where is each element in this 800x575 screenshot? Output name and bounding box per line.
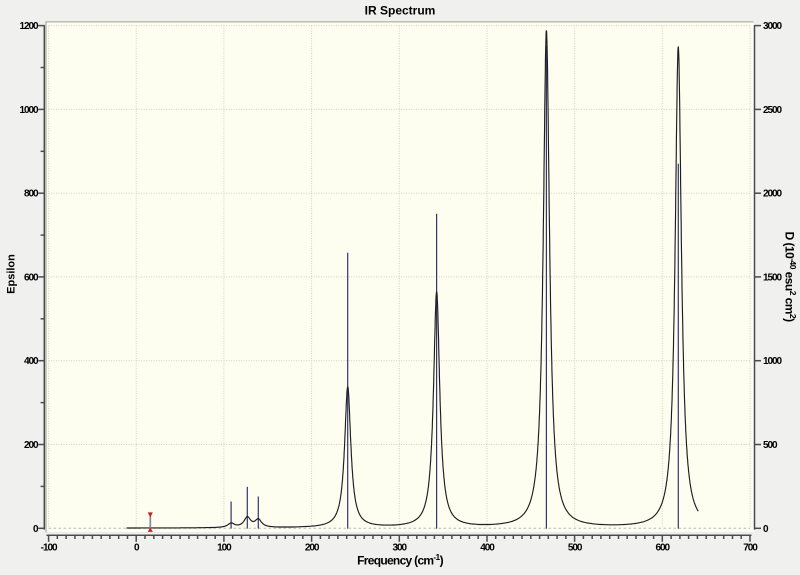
svg-text:1000: 1000 <box>763 356 783 367</box>
svg-text:500: 500 <box>568 543 583 554</box>
svg-text:200: 200 <box>24 440 39 451</box>
svg-text:200: 200 <box>305 543 320 554</box>
svg-text:1000: 1000 <box>19 105 39 116</box>
svg-text:0: 0 <box>33 524 39 535</box>
svg-text:0: 0 <box>763 524 769 535</box>
svg-text:600: 600 <box>24 272 39 283</box>
svg-text:2500: 2500 <box>763 105 783 116</box>
svg-text:-100: -100 <box>41 543 58 554</box>
svg-text:0: 0 <box>134 543 140 554</box>
svg-text:1500: 1500 <box>763 272 783 283</box>
svg-text:800: 800 <box>24 189 39 200</box>
svg-text:500: 500 <box>763 440 778 451</box>
svg-text:3000: 3000 <box>763 21 783 32</box>
svg-text:Epsilon: Epsilon <box>6 254 18 294</box>
svg-text:Frequency (cm-1): Frequency (cm-1) <box>357 552 443 568</box>
svg-text:100: 100 <box>217 543 232 554</box>
svg-text:700: 700 <box>743 543 758 554</box>
svg-text:400: 400 <box>24 356 39 367</box>
svg-text:300: 300 <box>393 543 408 554</box>
svg-text:600: 600 <box>656 543 671 554</box>
svg-text:IR Spectrum: IR Spectrum <box>365 4 436 18</box>
svg-text:400: 400 <box>480 543 495 554</box>
svg-text:D (10-40 esu2 cm2): D (10-40 esu2 cm2) <box>783 232 799 322</box>
svg-text:2000: 2000 <box>763 189 783 200</box>
svg-text:1200: 1200 <box>19 21 39 32</box>
